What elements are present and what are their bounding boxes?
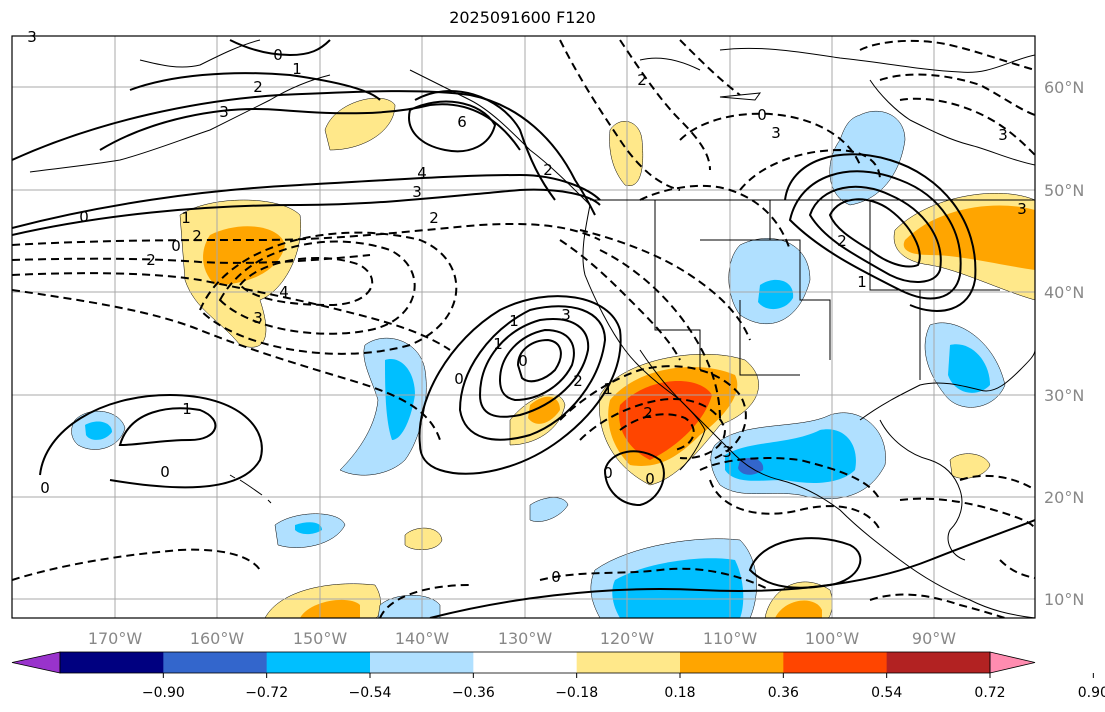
- contour-label: 3: [722, 443, 732, 461]
- contour-label: 0: [757, 106, 767, 124]
- contour-label: 3: [412, 183, 422, 201]
- colorbar-tick-label: 0.54: [871, 685, 902, 701]
- contours-negative: [12, 39, 1035, 618]
- contour-label: 6: [457, 113, 467, 131]
- contour-label: 2: [573, 372, 583, 390]
- colorbar-swatch: [266, 652, 371, 673]
- colorbar-tick-label: 0.36: [768, 685, 799, 701]
- colorbar-tick-label: −0.18: [555, 685, 598, 701]
- colorbar-extend-high: [989, 651, 1036, 674]
- colorbar-tick-label: −0.90: [142, 685, 185, 701]
- colorbar-tick-label: −0.54: [349, 685, 392, 701]
- contour-label: 2: [146, 251, 156, 269]
- shaded-anomalies: [12, 36, 1035, 618]
- contour-label: 2: [253, 78, 263, 96]
- contour-label: 2: [192, 227, 202, 245]
- map-frame: [11, 35, 1036, 619]
- colorbar-swatch: [163, 652, 268, 673]
- colorbar-swatch: [576, 652, 681, 673]
- contour-label: 1: [603, 380, 613, 398]
- contour-label: 0: [171, 237, 181, 255]
- contour-label: 4: [279, 283, 289, 301]
- lat-label: 20°N: [1044, 488, 1084, 507]
- colorbar-tick-label: 0.18: [664, 685, 695, 701]
- colorbar-tick-label: −0.36: [452, 685, 495, 701]
- contour-label: 0: [645, 470, 655, 488]
- contour-label: 2: [643, 404, 653, 422]
- contour-label: 1: [509, 312, 519, 330]
- contour-label: 3: [561, 306, 571, 324]
- colorbar-extend-low: [11, 651, 61, 674]
- colorbar-swatch: [783, 652, 888, 673]
- contour-label: 2: [429, 209, 439, 227]
- lat-label: 60°N: [1044, 78, 1084, 97]
- lon-label: 90°W: [912, 629, 956, 648]
- longitude-labels: 170°W 160°W 150°W 140°W 130°W 120°W 110°…: [88, 629, 956, 648]
- lon-label: 140°W: [395, 629, 450, 648]
- colorbar-swatch: [473, 652, 578, 673]
- contour-label: 0: [40, 479, 50, 497]
- lon-label: 110°W: [703, 629, 758, 648]
- colorbar-tick-label: −0.72: [245, 685, 288, 701]
- contour-label: 1: [182, 400, 192, 418]
- lon-label: 160°W: [190, 629, 245, 648]
- lat-label: 40°N: [1044, 283, 1084, 302]
- colorbar-tick-label: 0.90: [1078, 685, 1105, 701]
- contours-positive: [12, 39, 1035, 618]
- lon-label: 170°W: [88, 629, 143, 648]
- lon-label: 130°W: [498, 629, 553, 648]
- contour-label: 2: [837, 232, 847, 250]
- map-title: 2025091600 F120: [449, 8, 596, 27]
- contour-label: 1: [181, 209, 191, 227]
- latitude-labels: 60°N 50°N 40°N 30°N 20°N 10°N: [1044, 78, 1084, 609]
- colorbar-frame: [59, 651, 991, 674]
- lon-label: 100°W: [805, 629, 860, 648]
- lon-label: 120°W: [600, 629, 655, 648]
- coastlines: [29, 39, 1035, 618]
- contour-label: 0: [273, 46, 283, 64]
- lat-label: 50°N: [1044, 181, 1084, 200]
- contour-label: 0: [160, 463, 170, 481]
- colorbar-swatch: [60, 652, 164, 673]
- colorbar-tick-label: 0.72: [974, 685, 1005, 701]
- contour-label: 3: [219, 103, 229, 121]
- contour-label: 2: [543, 161, 553, 179]
- contour-label: 1: [292, 60, 302, 78]
- contour-label: 4: [417, 164, 427, 182]
- lat-label: 30°N: [1044, 386, 1084, 405]
- contour-label: 3: [27, 28, 37, 46]
- contour-label: 0: [518, 352, 528, 370]
- colorbar-swatch: [370, 652, 474, 673]
- contour-label: 3: [1017, 200, 1027, 218]
- colorbar-swatch: [680, 652, 784, 673]
- contour-label: 1: [493, 335, 503, 353]
- contour-label: 3: [253, 309, 263, 327]
- colorbar: −0.90 −0.72 −0.54 −0.36 −0.18 0.18 0.36 0.54 0.7…: [11, 651, 1105, 701]
- contour-label: 2: [637, 71, 647, 89]
- lat-label: 10°N: [1044, 590, 1084, 609]
- contour-label: 3: [998, 126, 1008, 144]
- contour-label: 0: [454, 370, 464, 388]
- contour-label: 0: [551, 568, 561, 586]
- contour-label: 3: [771, 124, 781, 142]
- lon-label: 150°W: [293, 629, 348, 648]
- contour-label: 0: [79, 208, 89, 226]
- contour-label: 1: [857, 273, 867, 291]
- colorbar-swatch: [886, 652, 991, 673]
- contour-label: 0: [603, 464, 613, 482]
